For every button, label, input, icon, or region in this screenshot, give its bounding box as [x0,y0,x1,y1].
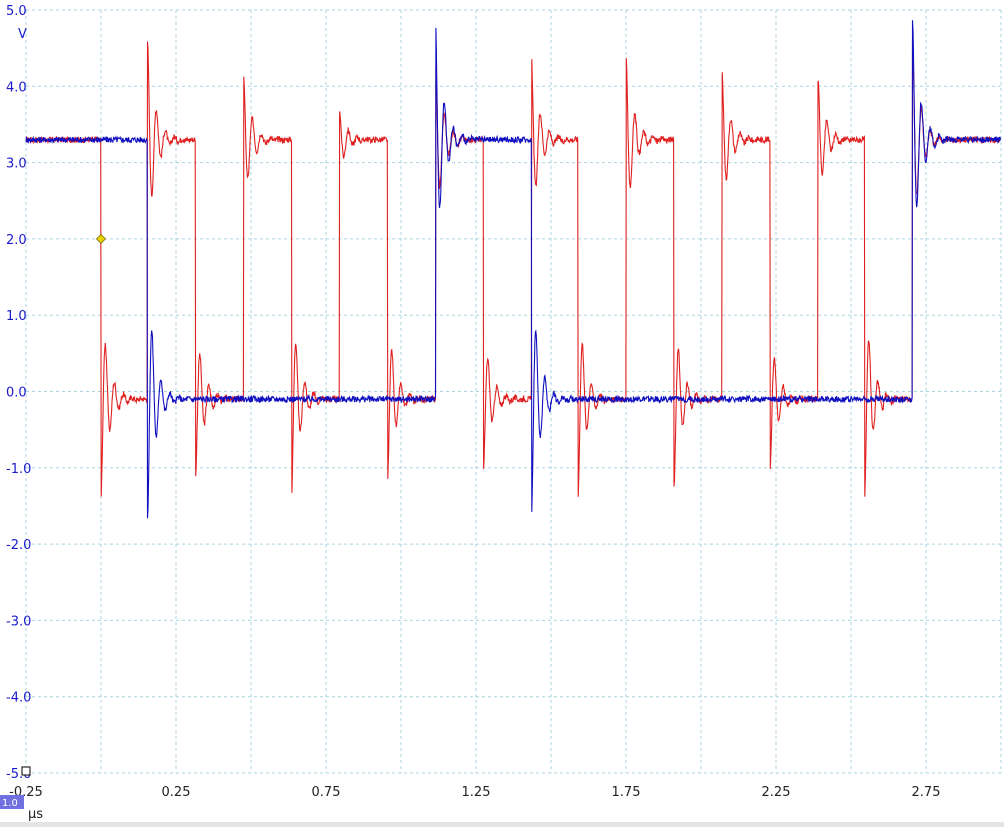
y-tick-label: -1.0 [6,462,31,477]
x-tick-label: 1.25 [462,785,491,800]
x-tick-label: 0.25 [162,785,191,800]
traces [25,20,1002,519]
y-tick-label: 5.0 [6,4,27,19]
markers [95,233,107,244]
y-unit-label: V [18,27,27,42]
trace-1 [25,39,1001,497]
x-axis-ticks: -0.25 0.25 0.75 1.25 1.75 2.25 2.75 [9,785,940,800]
scale-badge: 1.0 [2,798,18,809]
scale-badge-bg [0,795,24,809]
x-tick-label: 2.75 [912,785,941,800]
y-tick-label: -3.0 [6,614,31,629]
trigger-marker[interactable] [95,233,107,244]
y-tick-label: -2.0 [6,538,31,553]
x-tick-label: 2.25 [762,785,791,800]
y-tick-label: 2.0 [6,233,27,248]
y-tick-label: 4.0 [6,80,27,95]
y-tick-label: 1.0 [6,309,27,324]
y-tick-label: 3.0 [6,157,27,172]
x-tick-label: 0.75 [312,785,341,800]
y-axis-ticks: 5.04.03.02.01.00.0-1.0-2.0-3.0-4.0-5.0 [6,4,31,782]
x-unit-label: µs [28,807,43,822]
bottom-ruler [0,822,1004,827]
y-tick-label: 0.0 [6,386,27,401]
origin-marker [21,766,31,776]
trace-2 [25,20,1002,519]
grid [25,9,1002,774]
x-tick-label: 1.75 [612,785,641,800]
y-tick-label: -4.0 [6,691,31,706]
